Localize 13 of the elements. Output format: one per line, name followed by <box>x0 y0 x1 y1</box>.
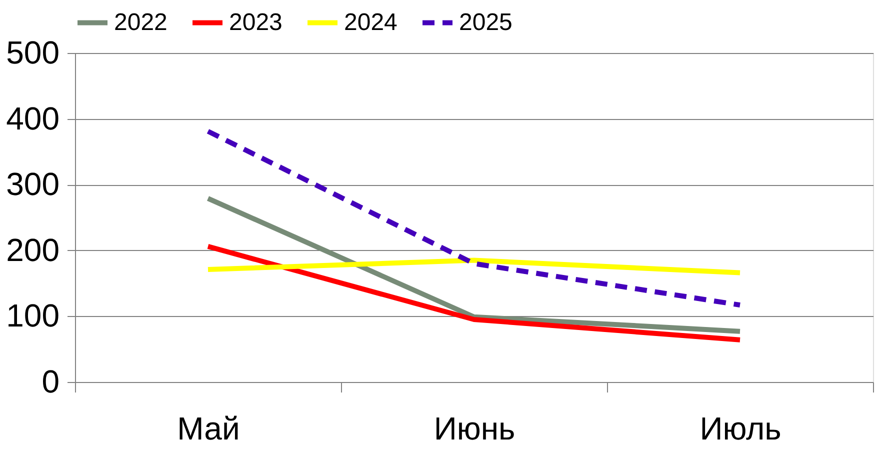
x-tick-label: Июнь <box>434 410 516 446</box>
y-tick-label: 200 <box>6 232 60 268</box>
legend-label: 2023 <box>229 8 282 36</box>
y-tick-label: 0 <box>42 364 60 400</box>
y-tick-label: 500 <box>6 34 60 70</box>
y-tick-label: 300 <box>6 166 60 202</box>
y-tick-label: 100 <box>6 298 60 334</box>
x-tick-label: Май <box>177 410 240 446</box>
legend-label: 2022 <box>114 8 168 36</box>
x-tick-label: Июль <box>700 410 782 446</box>
legend-label: 2024 <box>344 8 398 36</box>
y-tick-label: 400 <box>6 100 60 136</box>
legend-label: 2025 <box>459 8 512 36</box>
